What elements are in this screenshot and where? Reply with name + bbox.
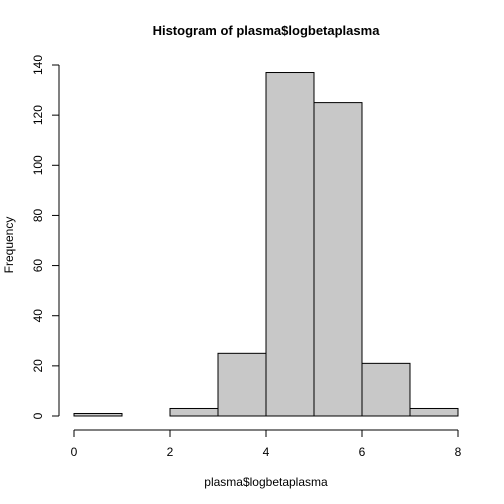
x-axis: 0 2 4 6 8 [71, 429, 462, 459]
histogram-bar [409, 407, 459, 417]
x-tick-label: 2 [167, 445, 174, 459]
x-tick-label: 6 [359, 445, 366, 459]
y-tick-label: 0 [31, 412, 45, 419]
y-tick-label: 140 [31, 55, 45, 75]
x-tick-label: 0 [71, 445, 78, 459]
chart-title: Histogram of plasma$logbetaplasma [153, 23, 381, 38]
histogram-bar [73, 412, 123, 417]
y-tick-label: 100 [31, 155, 45, 175]
y-tick-label: 80 [31, 208, 45, 222]
y-axis-label: Frequency [2, 217, 16, 274]
y-tick-label: 120 [31, 105, 45, 125]
histogram-bar [313, 102, 363, 417]
histogram-bar [265, 72, 315, 417]
bars-group [73, 72, 459, 417]
histogram-bar [169, 407, 219, 417]
y-tick-label: 60 [31, 259, 45, 273]
x-axis-label: plasma$logbetaplasma [204, 475, 328, 489]
histogram-bar [361, 362, 411, 417]
histogram-bar [217, 352, 267, 417]
x-tick-label: 8 [455, 445, 462, 459]
y-tick-label: 20 [31, 359, 45, 373]
y-tick-label: 40 [31, 309, 45, 323]
y-axis: 0 20 40 60 80 100 120 140 [31, 55, 60, 419]
x-tick-label: 4 [263, 445, 270, 459]
